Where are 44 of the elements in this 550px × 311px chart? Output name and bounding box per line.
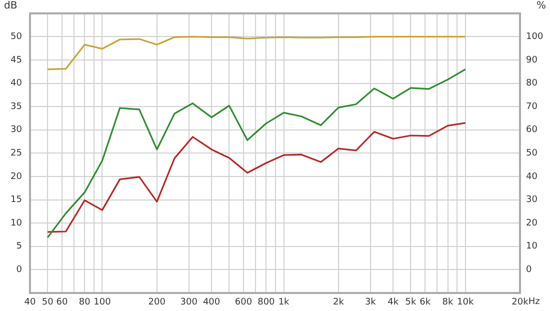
x-tick-label: 200	[148, 298, 166, 308]
y2-tick-label: 50	[526, 148, 538, 159]
y2-tick-label: 30	[526, 195, 538, 206]
x-tick-label: 50	[42, 298, 54, 308]
y2-tick-label: 60	[526, 125, 538, 136]
y-tick-label: 0	[16, 265, 22, 276]
x-tick-label: 600	[234, 298, 252, 308]
y-tick-label: 45	[10, 55, 22, 66]
x-tick-label: 300	[180, 298, 198, 308]
y2-tick-label: 90	[526, 55, 538, 66]
x-tick-label: 8k	[442, 298, 454, 308]
x-tick-label: 80	[78, 298, 91, 308]
y-tick-label: 5	[16, 242, 22, 252]
y-tick-label: 15	[10, 195, 22, 206]
y2-tick-label: 70	[526, 102, 538, 112]
y2-tick-label: 0	[526, 265, 532, 276]
y-tick-label: 20	[10, 172, 22, 182]
y2-tick-label: 80	[526, 78, 538, 89]
x-tick-label: 60	[56, 298, 68, 308]
x-tick-label: 10k	[457, 298, 474, 308]
x-tick-label: 4k	[388, 298, 400, 308]
x-tick-label: 3k	[364, 298, 377, 308]
y2-axis-title: %	[536, 0, 546, 12]
x-tick-label: 400	[202, 298, 220, 308]
y-tick-label: 30	[10, 125, 22, 136]
x-tick-label: 1k	[278, 298, 290, 308]
x-tick-label: 5k	[405, 298, 417, 308]
x-tick-label: 40	[24, 298, 36, 308]
y-tick-label: 40	[10, 78, 22, 89]
y2-tick-label: 20	[526, 218, 538, 228]
y2-tick-label: 10	[526, 242, 538, 252]
x-tick-label: 800	[258, 298, 276, 308]
x-tick-label: 2k	[332, 298, 345, 308]
y-tick-label: 35	[10, 102, 22, 112]
x-axis-title: Hz	[528, 296, 540, 307]
y2-tick-label: 40	[526, 172, 538, 182]
y-axis-title: dB	[4, 0, 18, 12]
y-tick-label: 25	[10, 148, 22, 159]
y2-tick-label: 100	[526, 32, 544, 42]
y-tick-label: 50	[10, 32, 22, 42]
y-tick-label: 10	[10, 218, 22, 228]
x-tick-label: 100	[94, 298, 112, 308]
x-tick-label: 6k	[420, 298, 432, 308]
x-tick-label: 20k	[512, 298, 530, 308]
